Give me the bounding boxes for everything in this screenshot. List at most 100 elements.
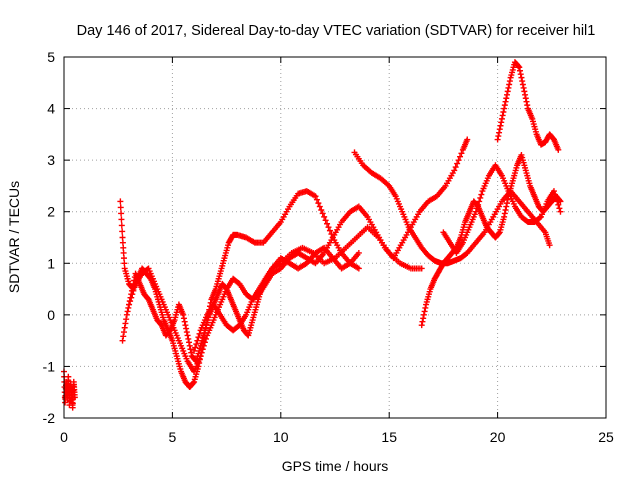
data-point	[180, 315, 187, 322]
x-tick-label: 25	[598, 429, 614, 445]
data-point	[121, 260, 128, 267]
data-point	[183, 329, 190, 336]
data-point	[328, 231, 335, 238]
data-point	[118, 216, 125, 223]
y-tick-label: 0	[47, 307, 55, 323]
data-point	[506, 78, 513, 85]
data-point	[458, 150, 465, 157]
data-point	[523, 98, 530, 105]
series-arc-4	[126, 136, 471, 375]
data-point	[519, 78, 526, 85]
data-point	[129, 291, 136, 298]
data-point	[502, 206, 509, 213]
data-point	[71, 394, 78, 401]
data-point	[518, 74, 525, 81]
data-point	[451, 167, 458, 174]
series-arc-8	[494, 59, 562, 153]
y-tick-label: 4	[47, 101, 55, 117]
data-point	[193, 341, 200, 348]
data-point	[130, 287, 137, 294]
data-point	[504, 196, 511, 203]
chart-title: Day 146 of 2017, Sidereal Day-to-day VTE…	[77, 23, 596, 39]
data-point	[497, 122, 504, 129]
data-point	[127, 298, 134, 305]
data-point	[196, 330, 203, 337]
data-point	[121, 324, 128, 331]
data-point	[474, 205, 481, 212]
data-point	[184, 332, 191, 339]
data-point	[355, 249, 362, 256]
data-point	[418, 265, 425, 272]
data-point	[498, 115, 505, 122]
data-point	[122, 320, 129, 327]
data-point	[119, 234, 126, 241]
data-point	[496, 126, 503, 133]
data-point	[536, 214, 543, 221]
data-point	[313, 196, 320, 203]
data-point	[187, 346, 194, 353]
x-tick-label: 10	[273, 429, 289, 445]
data-point	[519, 81, 526, 88]
y-tick-label: 2	[47, 204, 55, 220]
data-point	[194, 337, 201, 344]
data-point	[478, 191, 485, 198]
data-point	[119, 228, 126, 235]
data-point	[326, 227, 333, 234]
y-axis-label: SDTVAR / TECUs	[6, 181, 22, 293]
data-point	[476, 198, 483, 205]
data-point	[553, 194, 560, 201]
data-point	[321, 213, 328, 220]
data-point	[181, 318, 188, 325]
data-point	[501, 102, 508, 109]
data-point	[475, 201, 482, 208]
data-point	[555, 201, 562, 208]
data-point	[420, 315, 427, 322]
data-point	[498, 119, 505, 126]
data-point	[517, 71, 524, 78]
data-point	[322, 217, 329, 224]
data-point	[199, 346, 206, 353]
data-point	[515, 63, 522, 70]
data-point	[419, 318, 426, 325]
data-point	[120, 244, 127, 251]
data-point	[522, 95, 529, 102]
data-point	[517, 67, 524, 74]
data-point	[120, 249, 127, 256]
y-tick-label: -2	[43, 410, 56, 426]
data-point	[355, 265, 362, 272]
data-point	[200, 342, 207, 349]
data-point	[182, 322, 189, 329]
data-point	[318, 206, 325, 213]
data-point	[524, 102, 531, 109]
data-point	[192, 344, 199, 351]
data-point	[554, 198, 561, 205]
data-point	[504, 88, 511, 95]
data-point	[420, 311, 427, 318]
data-point	[501, 210, 508, 217]
data-point	[203, 335, 210, 342]
data-point	[324, 220, 331, 227]
y-tick-label: 3	[47, 152, 55, 168]
data-point	[503, 95, 510, 102]
series-arc-5	[191, 244, 362, 354]
data-point	[191, 347, 198, 354]
data-point	[457, 153, 464, 160]
data-point	[496, 230, 503, 237]
data-point	[421, 308, 428, 315]
series-arc-9	[440, 162, 564, 256]
data-point	[500, 109, 507, 116]
data-point	[455, 157, 462, 164]
data-point	[201, 339, 208, 346]
data-point	[316, 203, 323, 210]
data-point	[195, 334, 202, 341]
data-point	[522, 91, 529, 98]
data-point	[422, 304, 429, 311]
data-point	[454, 160, 461, 167]
data-point	[499, 112, 506, 119]
data-point	[552, 191, 559, 198]
data-point	[190, 379, 197, 386]
data-point	[126, 301, 133, 308]
data-point	[128, 294, 135, 301]
series-arc-1	[61, 368, 78, 411]
y-tick-label: 1	[47, 255, 55, 271]
